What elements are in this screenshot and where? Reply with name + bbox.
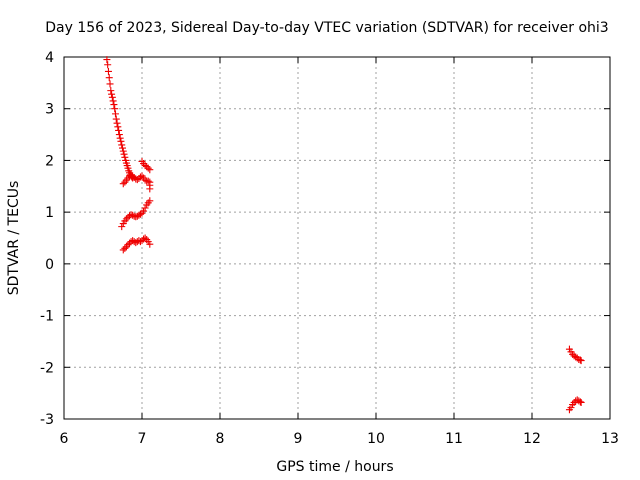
data-point [114, 123, 122, 131]
data-point [116, 134, 124, 142]
data-point [107, 87, 115, 95]
data-points [103, 56, 585, 414]
data-point [124, 241, 132, 249]
x-tick-label: 11 [445, 431, 463, 447]
data-point [136, 173, 144, 181]
data-point [108, 93, 116, 101]
y-tick-label: 0 [45, 257, 54, 273]
data-point [115, 131, 123, 139]
data-point [119, 144, 126, 152]
data-point [118, 223, 126, 231]
data-point [120, 150, 128, 158]
x-tick-label: 7 [138, 431, 147, 447]
data-point [146, 166, 154, 174]
data-point [136, 210, 144, 218]
series-lower-cluster [119, 234, 154, 254]
data-point [146, 240, 154, 248]
data-point [143, 163, 151, 171]
x-tick-label: 10 [367, 431, 385, 447]
grid-lines [64, 57, 610, 419]
data-point [146, 181, 154, 189]
y-tick-label: 4 [45, 50, 54, 66]
data-point [144, 177, 152, 185]
y-tick-label: -1 [40, 309, 54, 325]
data-point [141, 234, 149, 242]
data-point [121, 153, 129, 161]
data-point [567, 404, 575, 412]
data-point [112, 115, 120, 123]
data-point [111, 105, 119, 113]
data-point [140, 207, 148, 215]
chart-title: Day 156 of 2023, Sidereal Day-to-day VTE… [45, 20, 608, 36]
x-axis: 6 7 8 9 10 11 12 13 [60, 57, 619, 447]
data-point [103, 56, 111, 64]
data-point [119, 180, 127, 188]
series-late-upper [565, 345, 585, 365]
y-tick-label: 1 [45, 205, 54, 221]
data-point [104, 67, 112, 75]
data-point [577, 357, 585, 365]
y-tick-label: 2 [45, 153, 54, 169]
data-point [110, 101, 118, 109]
data-point [144, 164, 152, 172]
y-tick-label: 3 [45, 102, 54, 118]
data-point [129, 211, 137, 219]
data-point [119, 246, 127, 254]
x-tick-label: 8 [216, 431, 225, 447]
data-point [118, 141, 126, 149]
x-axis-label: GPS time / hours [276, 459, 393, 475]
plot-frame [63, 56, 611, 420]
data-point [146, 197, 154, 205]
data-point [129, 172, 137, 180]
data-point [577, 398, 585, 406]
series-late-lower [565, 396, 585, 414]
y-tick-label: -3 [40, 412, 54, 428]
data-point [111, 110, 119, 118]
x-tick-label: 9 [294, 431, 303, 447]
data-point [141, 204, 149, 212]
x-tick-label: 13 [601, 431, 619, 447]
data-point [109, 97, 117, 105]
x-tick-label: 6 [60, 431, 69, 447]
data-point [122, 215, 130, 223]
y-axis-label: SDTVAR / TECUs [6, 181, 22, 296]
data-point [106, 80, 114, 88]
series-middle-cluster [118, 181, 154, 231]
y-axis: -3 -2 -1 0 1 2 3 4 [40, 50, 610, 428]
x-tick-label: 12 [523, 431, 541, 447]
series-steep-decline [103, 56, 137, 182]
data-point [105, 74, 113, 82]
data-point [108, 90, 116, 98]
data-point [141, 176, 149, 184]
data-point [113, 119, 121, 127]
data-point [104, 61, 112, 69]
data-point [119, 147, 127, 155]
data-point [115, 126, 123, 134]
data-point [117, 137, 125, 145]
data-point [121, 244, 129, 252]
y-tick-label: -2 [40, 360, 54, 376]
series-upper-cluster [119, 157, 154, 188]
